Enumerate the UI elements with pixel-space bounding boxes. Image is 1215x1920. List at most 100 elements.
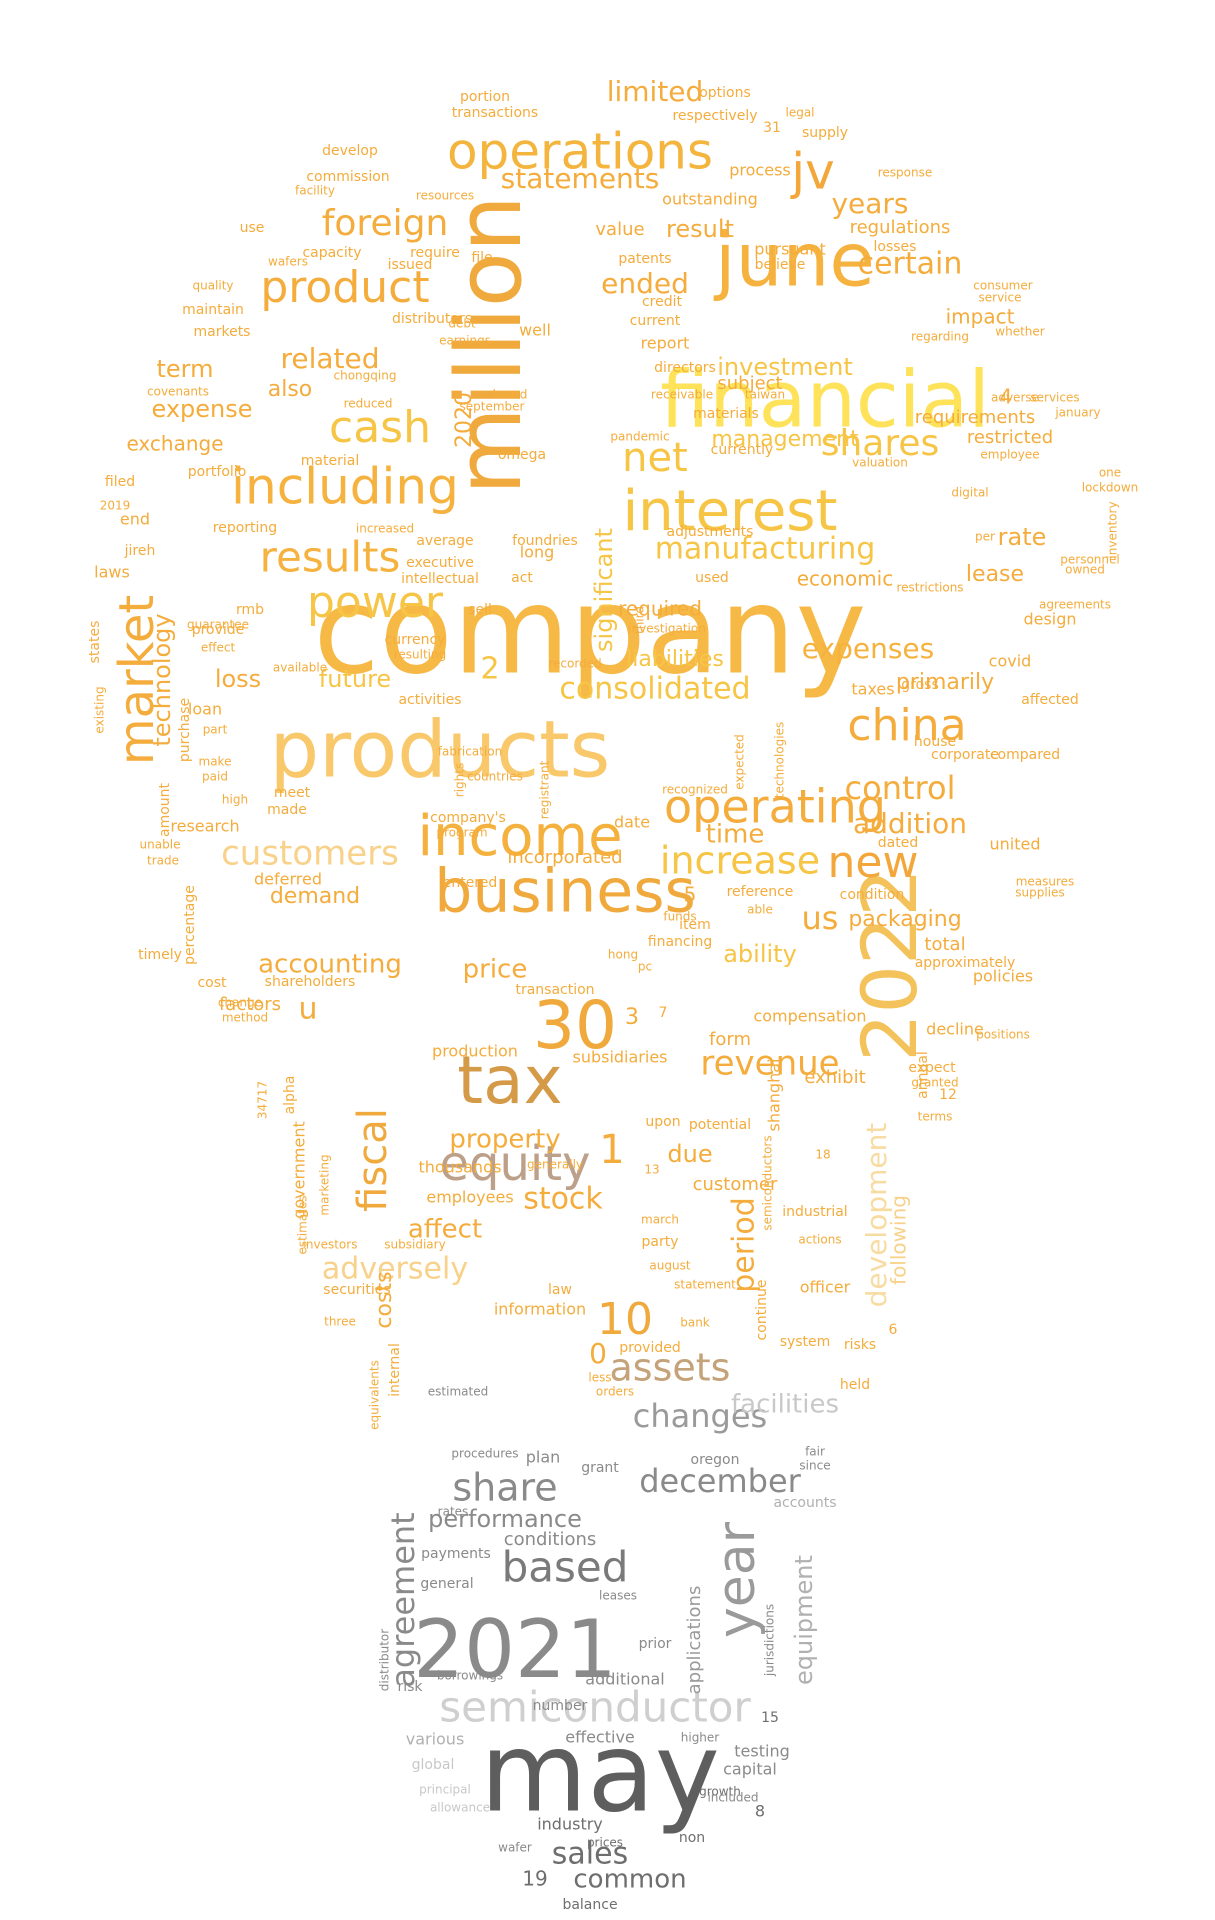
cloud-word: pandemic <box>610 430 669 444</box>
cloud-word: 31 <box>763 120 781 136</box>
cloud-word: changes <box>633 1397 767 1435</box>
cloud-word: industrial <box>782 1204 847 1220</box>
cloud-word: part <box>203 723 228 737</box>
cloud-word: existing <box>93 686 107 733</box>
cloud-word: third <box>633 606 647 634</box>
cloud-word: per <box>975 530 995 544</box>
cloud-word: thousands <box>418 1158 501 1177</box>
cloud-word: rights <box>453 763 467 797</box>
cloud-word: actions <box>798 1233 841 1247</box>
cloud-word: equity <box>440 1136 591 1192</box>
cloud-word: party <box>642 1234 679 1250</box>
cloud-word: increased <box>356 522 414 536</box>
cloud-word: issued <box>388 257 433 273</box>
cloud-word: manufacturing <box>655 532 876 567</box>
cloud-word: continue <box>754 1280 770 1341</box>
cloud-word: covenants <box>147 385 209 399</box>
cloud-word: expenses <box>802 632 934 665</box>
cloud-word: reporting <box>213 520 277 536</box>
cloud-word: provided <box>619 1340 680 1356</box>
cloud-word: policies <box>973 967 1033 986</box>
cloud-word: net <box>622 435 688 481</box>
cloud-word: requirements <box>915 407 1035 428</box>
cloud-word: materials <box>693 406 759 422</box>
cloud-word: investigation <box>628 622 706 636</box>
cloud-word: growth <box>699 1785 741 1799</box>
cloud-word: accounts <box>773 1495 836 1511</box>
cloud-word: august <box>649 1259 690 1273</box>
cloud-word: foundries <box>512 533 578 549</box>
cloud-word: june <box>713 218 875 304</box>
cloud-word: reference <box>727 884 794 900</box>
cloud-word: orders <box>596 1385 634 1399</box>
cloud-word: executive <box>406 555 474 571</box>
cloud-word: financial <box>660 355 990 445</box>
cloud-word: also <box>268 377 313 402</box>
cloud-word: price <box>463 955 528 985</box>
cloud-word: 2020 <box>452 392 477 448</box>
cloud-word: oregon <box>691 1452 740 1468</box>
cloud-word: ended <box>601 267 689 300</box>
cloud-word: market <box>109 595 165 765</box>
cloud-word: borrowings <box>437 1669 503 1683</box>
cloud-word: dated <box>878 835 918 851</box>
cloud-word: end <box>120 510 150 529</box>
cloud-word: financing <box>648 934 713 950</box>
cloud-word: annual <box>915 1051 931 1099</box>
cloud-word: board <box>493 388 528 402</box>
cloud-word: product <box>260 262 429 313</box>
cloud-word: design <box>1023 610 1076 629</box>
cloud-word: file <box>471 250 492 266</box>
cloud-word: officer <box>800 1278 851 1297</box>
cloud-word: march <box>641 1213 679 1227</box>
cloud-word: regarding <box>911 330 969 344</box>
cloud-word: lockdown <box>1082 481 1139 495</box>
cloud-word: change <box>218 996 262 1010</box>
cloud-word: technology <box>148 613 176 746</box>
cloud-word: guarantee <box>187 618 249 632</box>
cloud-word: three <box>324 1315 356 1329</box>
cloud-word: million <box>437 195 542 495</box>
cloud-word: risk <box>397 1679 423 1695</box>
cloud-word: leases <box>599 1589 637 1603</box>
cloud-word: rate <box>998 523 1047 551</box>
cloud-word: common <box>573 1865 686 1895</box>
cloud-word: facility <box>295 184 335 198</box>
cloud-word: approximately <box>915 955 1016 971</box>
cloud-word: timely <box>138 947 182 963</box>
cloud-word: maintain <box>182 302 244 318</box>
cloud-word: average <box>416 533 473 549</box>
cloud-word: operations <box>447 123 713 181</box>
cloud-word: develop <box>322 143 378 159</box>
cloud-word: upon <box>645 1114 680 1130</box>
cloud-word: allowance <box>430 1801 490 1815</box>
cloud-word: adversely <box>322 1252 468 1287</box>
cloud-word: less <box>588 1371 611 1385</box>
cloud-word: decline <box>926 1020 984 1039</box>
cloud-word: report <box>641 334 690 353</box>
cloud-word: patents <box>618 251 671 267</box>
cloud-word: 2021 <box>413 1603 617 1696</box>
cloud-word: condition <box>840 887 905 903</box>
cloud-word: taxes <box>851 680 894 699</box>
cloud-word: inventory <box>1106 501 1120 558</box>
cloud-word: 13 <box>644 1163 659 1177</box>
cloud-word: receivable <box>651 388 713 402</box>
cloud-word: various <box>406 1730 465 1749</box>
cloud-word: recorded <box>548 657 601 671</box>
cloud-word: restricted <box>967 427 1053 448</box>
cloud-word: risks <box>844 1337 876 1353</box>
cloud-word: estimates <box>296 1195 310 1254</box>
cloud-word: new <box>828 837 919 888</box>
cloud-word: tax <box>457 1042 562 1119</box>
cloud-word: technologies <box>773 722 787 799</box>
cloud-word: transaction <box>515 982 594 998</box>
cloud-word: demand <box>270 884 360 909</box>
cloud-word: may <box>480 1708 720 1836</box>
cloud-word: primarily <box>896 670 994 695</box>
cloud-word: debt <box>448 317 476 331</box>
cloud-word: cost <box>197 975 227 991</box>
cloud-word: expect <box>908 1060 956 1076</box>
cloud-word: filed <box>105 474 135 490</box>
cloud-word: higher <box>681 1731 720 1745</box>
